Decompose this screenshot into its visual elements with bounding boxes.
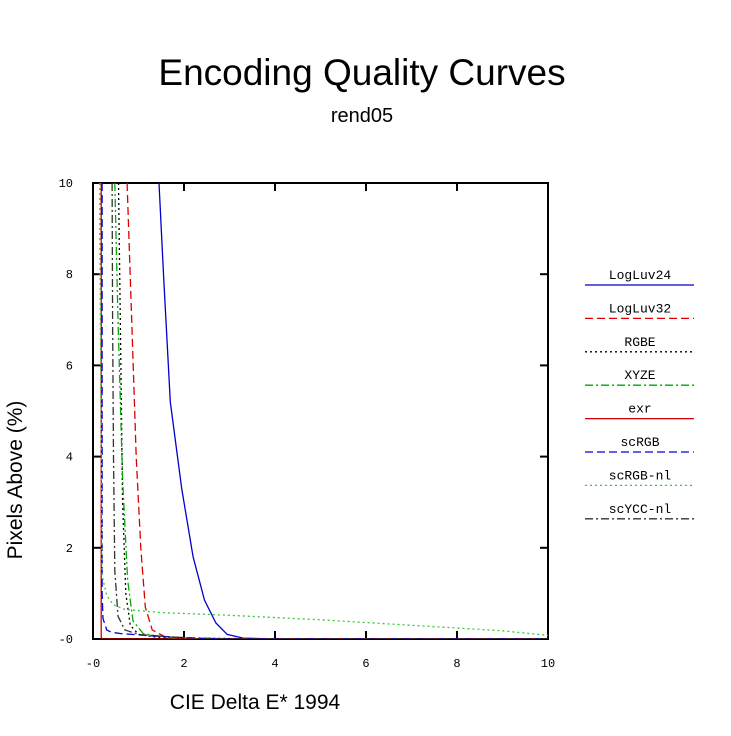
chart-subtitle: rend05 [331,105,393,127]
series-line-scrgb-nl [99,183,548,637]
y-axis-label: Pixels Above (%) [4,401,27,560]
series-line-scrgb [101,183,548,639]
legend: LogLuv24 LogLuv32 RGBE XYZE exr scRGB scRGB-nl… [585,268,694,520]
y-tick-label: -0 [59,633,73,647]
legend-label-scycc-nl: scYCC-nl [609,502,672,517]
x-tick-label: -0 [86,657,100,671]
series-line-logluv32 [126,183,548,639]
x-tick-label: 2 [180,657,187,671]
y-tick-label: 4 [66,451,73,465]
legend-label-exr: exr [628,402,651,417]
series-line-logluv24 [158,183,548,639]
legend-label-xyze: XYZE [624,368,655,383]
y-tick-label: 10 [59,177,73,191]
plot-area [92,182,549,640]
x-tick-label: 10 [541,657,555,671]
y-tick-label: 6 [66,359,73,373]
plot-frame [92,182,549,640]
series-line-rgbe [117,183,548,639]
legend-label-scrgb-nl: scRGB-nl [609,468,672,483]
legend-label-scrgb: scRGB [620,435,659,450]
y-tick-label: 8 [66,268,73,282]
x-tick-label: 6 [362,657,369,671]
y-tick-label: 2 [66,542,73,556]
series-line-exr [100,183,548,639]
axis-ticks: -0 2 4 6 8 10 -0 2 4 6 8 10 [59,177,556,671]
chart-title: Encoding Quality Curves [158,52,565,93]
legend-label-rgbe: RGBE [624,335,655,350]
legend-label-logluv24: LogLuv24 [609,268,672,283]
series-line-xyze [114,183,548,639]
series-line-scycc-nl [111,183,548,639]
series-lines [99,183,548,639]
x-axis-label: CIE Delta E* 1994 [170,691,341,714]
legend-label-logluv32: LogLuv32 [609,301,671,316]
x-tick-label: 4 [271,657,278,671]
x-tick-label: 8 [453,657,460,671]
